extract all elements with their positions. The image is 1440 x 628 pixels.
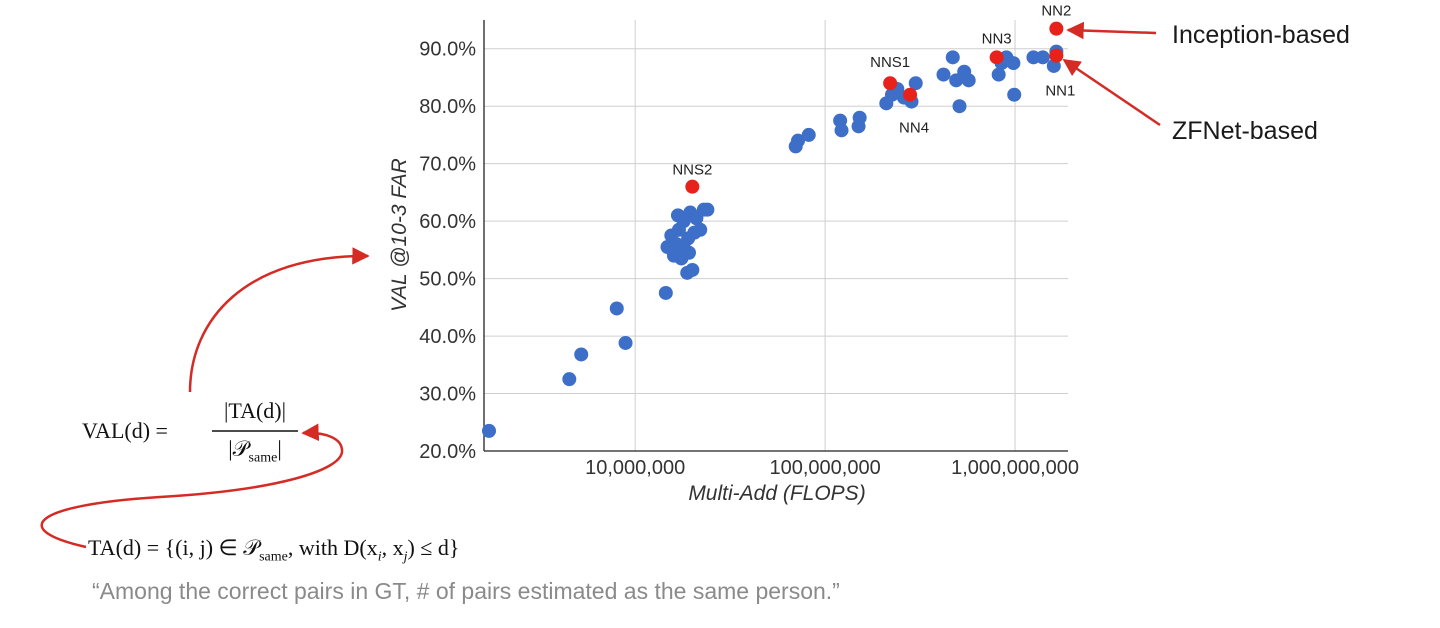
y-tick-label: 40.0% [419, 326, 476, 348]
val-formula-lhs: VAL(d) = [82, 418, 168, 444]
val-numerator-text: |TA(d)| [223, 398, 287, 423]
data-point [574, 347, 589, 362]
y-tick-label: 50.0% [419, 269, 476, 291]
data-point [1006, 56, 1021, 71]
y-axis-label: VAL @10-3 FAR [388, 158, 411, 312]
highlight-point-nns1 [883, 76, 898, 91]
y-tick-label: 80.0% [419, 96, 476, 118]
x-tick-label: 100,000,000 [769, 457, 880, 479]
data-point [852, 110, 867, 125]
ta-end: ) ≤ d} [407, 535, 460, 560]
point-label-nn1: NN1 [1045, 83, 1075, 100]
val-denominator: |𝒫same| [212, 436, 298, 466]
data-point [834, 123, 849, 138]
y-tick-label: 30.0% [419, 384, 476, 406]
data-point [936, 67, 951, 82]
highlight-point-nn2 [1049, 21, 1064, 36]
ta-formula: TA(d) = {(i, j) ∈ 𝒫same, with D(xi, xj) … [88, 535, 459, 565]
ta-to-val-arrow [40, 423, 344, 549]
inception-arrow [1066, 21, 1157, 40]
point-label-nn3: NN3 [982, 30, 1012, 47]
highlight-point-nn4 [903, 87, 918, 102]
ta-suffix: , with D(x [287, 535, 378, 560]
val-numerator: |TA(d)| [212, 398, 298, 424]
data-point [670, 208, 685, 223]
val-den-text: |𝒫 [228, 436, 249, 461]
data-point [658, 285, 673, 300]
data-point [618, 335, 633, 350]
data-point [1035, 50, 1050, 65]
data-point [562, 372, 577, 387]
highlight-point-nns2 [685, 179, 700, 194]
caption-quote: “Among the correct pairs in GT, # of pai… [92, 578, 840, 604]
data-point [801, 127, 816, 142]
x-tick-label: 1,000,000,000 [951, 457, 1079, 479]
data-point [908, 76, 923, 91]
data-point [700, 202, 715, 217]
y-tick-label: 90.0% [419, 39, 476, 61]
axes [483, 20, 1068, 452]
data-point [952, 99, 967, 114]
val-lhs-text: VAL(d) = [82, 418, 168, 443]
data-point [1007, 87, 1022, 102]
point-label-nns1: NNS1 [870, 54, 910, 71]
point-label-nn2: NN2 [1041, 3, 1071, 20]
ta-mid: , x [381, 535, 404, 560]
highlight-point-nn1 [1049, 48, 1064, 63]
data-point [609, 301, 624, 316]
ta-sub-j: j [403, 549, 408, 565]
data-points [482, 21, 1064, 438]
y-tick-label: 70.0% [419, 154, 476, 176]
data-point [945, 50, 960, 65]
grid [484, 20, 1068, 452]
zfnet-arrow [1062, 58, 1161, 127]
ta-prefix: TA(d) = {(i, j) ∈ 𝒫 [88, 535, 260, 560]
x-tick-label: 10,000,000 [585, 457, 685, 479]
val-den-end: | [277, 436, 282, 461]
ta-sub: same [259, 549, 288, 565]
tick-labels: 20.0% 30.0% 40.0% 50.0% 60.0% 70.0% 80.0% 90.0%… [419, 39, 1079, 479]
data-point [961, 73, 976, 88]
data-point [681, 245, 696, 260]
x-axis-label: Multi-Add (FLOPS) [688, 482, 865, 505]
ta-sub-i: i [377, 549, 382, 565]
highlight-point-nn3 [989, 50, 1004, 65]
data-point [482, 423, 497, 438]
point-label-nn4: NN4 [899, 120, 929, 137]
zfnet-based-label: ZFNet-based [1172, 117, 1318, 145]
point-labels: NNS2 NNS1 NN4 NN3 NN2 NN1 [672, 3, 1075, 179]
data-point [685, 262, 700, 277]
inception-based-label: Inception-based [1172, 21, 1350, 49]
val-den-sub: same [248, 450, 278, 466]
y-tick-label: 20.0% [419, 441, 476, 463]
data-point [991, 67, 1006, 82]
data-point [791, 133, 806, 148]
y-tick-label: 60.0% [419, 211, 476, 233]
point-label-nns2: NNS2 [672, 162, 712, 179]
val-to-axis-arrow [188, 247, 370, 393]
data-point [693, 222, 708, 237]
